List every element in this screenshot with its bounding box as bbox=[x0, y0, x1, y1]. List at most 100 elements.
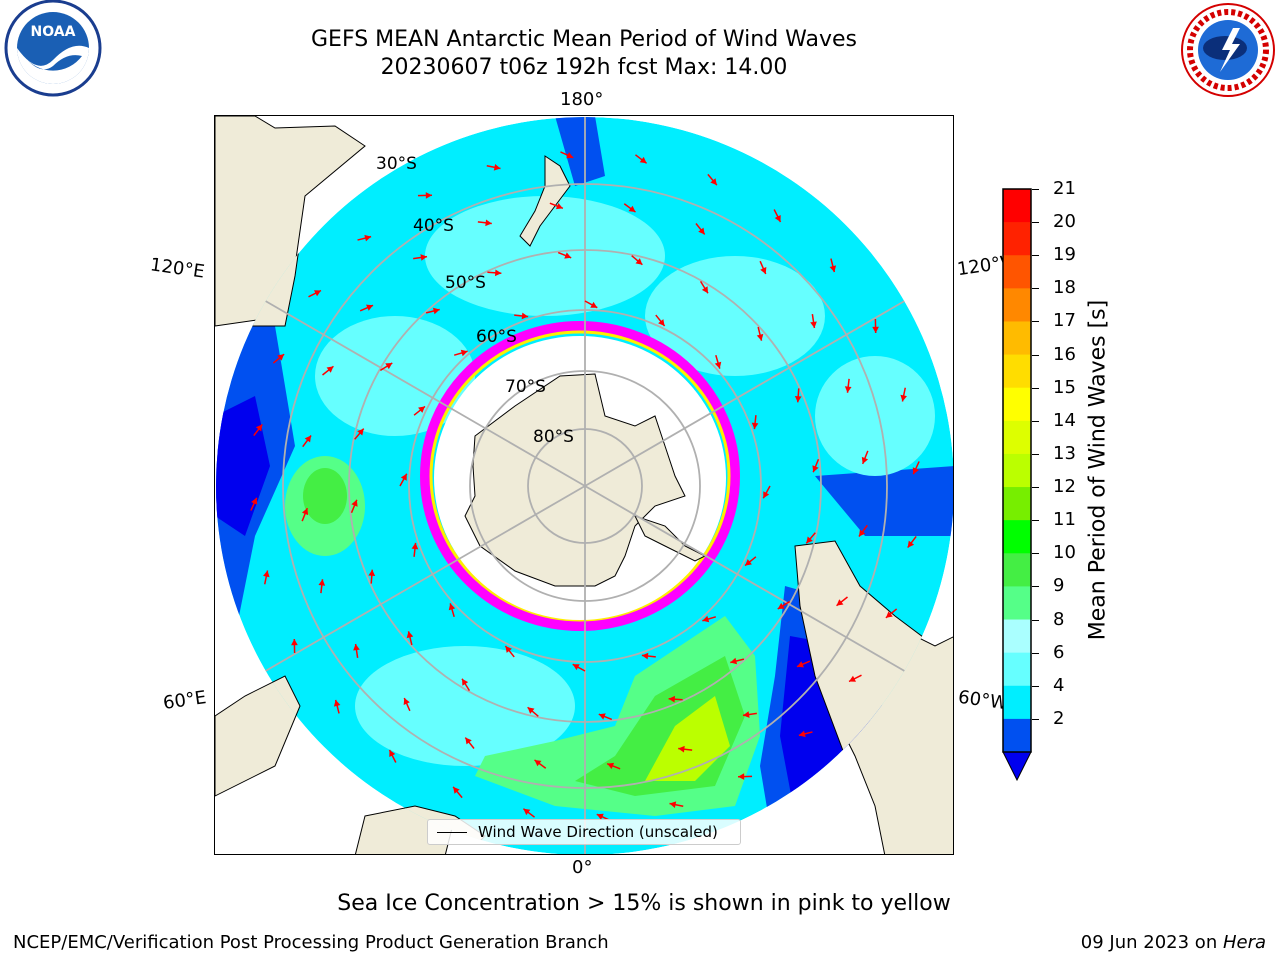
colorbar-block bbox=[1003, 420, 1031, 455]
wind-arrow-head bbox=[710, 178, 717, 186]
lat-label-60: 60°S bbox=[476, 327, 517, 347]
wind-arrow-head bbox=[418, 406, 425, 413]
map-legend: Wind Wave Direction (unscaled) bbox=[427, 819, 741, 845]
colorbar-block bbox=[1003, 685, 1031, 720]
wind-arrow-head bbox=[301, 508, 309, 516]
polar-map: 30°S 40°S 50°S 60°S 70°S 80°S bbox=[214, 115, 954, 855]
wind-arrow-head bbox=[304, 435, 312, 443]
colorbar-block bbox=[1003, 321, 1031, 356]
lon-label-180: 180° bbox=[560, 89, 604, 110]
wind-arrow-head bbox=[635, 258, 643, 265]
wind-arrow-head bbox=[353, 643, 360, 651]
colorbar-tick-label: 4 bbox=[1053, 674, 1065, 696]
colorbar-block bbox=[1003, 222, 1031, 256]
colorbar-tick bbox=[1032, 288, 1039, 290]
wind-arrow-head bbox=[255, 424, 263, 432]
wind-arrow-head bbox=[844, 386, 852, 393]
colorbar-tick-label: 16 bbox=[1053, 343, 1076, 365]
wind-arrow-head bbox=[849, 675, 857, 682]
colorbar-tick-label: 19 bbox=[1053, 244, 1076, 266]
colorbar-tick-label: 13 bbox=[1053, 442, 1076, 464]
wind-arrow-head bbox=[364, 234, 372, 242]
colorbar-tick-label: 11 bbox=[1053, 509, 1076, 531]
colorbar-block bbox=[1003, 652, 1031, 687]
colorbar-tick bbox=[1032, 387, 1039, 389]
colorbar-tick bbox=[1032, 321, 1039, 323]
wind-arrow-head bbox=[313, 290, 321, 297]
colorbar-tick bbox=[1032, 222, 1039, 224]
wind-arrow-head bbox=[403, 697, 410, 705]
colorbar-tick bbox=[1032, 652, 1039, 654]
wind-arrow-head bbox=[607, 762, 615, 770]
wind-arrow-head bbox=[714, 361, 722, 369]
wind-arrow-head bbox=[885, 611, 893, 618]
wind-arrow-head bbox=[796, 661, 804, 668]
wind-arrow-head bbox=[555, 202, 563, 210]
wind-arrow-head bbox=[907, 540, 915, 548]
wind-arrow-head bbox=[658, 319, 665, 326]
wind-arrow-head bbox=[678, 745, 685, 753]
wind-arrow-head bbox=[462, 678, 469, 686]
wind-arrow-head bbox=[798, 730, 806, 738]
wind-arrow-head bbox=[494, 269, 502, 277]
colorbar-block bbox=[1003, 288, 1031, 322]
wind-arrow-head bbox=[411, 542, 419, 550]
colorbar-tick-label: 14 bbox=[1053, 409, 1076, 431]
wind-arrow-head bbox=[460, 349, 468, 357]
colorbar-tick bbox=[1032, 255, 1039, 257]
colorbar-tick bbox=[1032, 487, 1039, 489]
colorbar-tick-label: 10 bbox=[1053, 542, 1076, 564]
wind-arrow-head bbox=[861, 456, 869, 464]
nws-logo bbox=[1181, 3, 1275, 97]
map-canvas: 30°S 40°S 50°S 60°S 70°S 80°S bbox=[215, 116, 953, 854]
colorbar-block bbox=[1003, 255, 1031, 289]
noaa-logo: NOAA bbox=[4, 0, 102, 97]
colorbar-tick-label: 6 bbox=[1053, 641, 1065, 663]
wind-arrow-head bbox=[702, 615, 710, 623]
date-text: 09 Jun 2023 on Hera bbox=[1081, 932, 1266, 953]
colorbar-tick bbox=[1032, 619, 1039, 621]
wind-arrow-head bbox=[777, 602, 785, 609]
wind-arrow-head bbox=[900, 394, 907, 402]
wind-arrow-head bbox=[326, 366, 334, 373]
colorbar-tick-label: 12 bbox=[1053, 476, 1076, 498]
wind-arrow-head bbox=[794, 395, 802, 403]
lat-label-30: 30°S bbox=[376, 154, 417, 174]
wind-arrow-head bbox=[812, 465, 819, 473]
wind-arrow-head bbox=[810, 321, 817, 329]
wind-arrow-head bbox=[598, 713, 606, 720]
wind-arrow-head bbox=[425, 192, 432, 199]
colorbar-tick-label: 2 bbox=[1053, 707, 1065, 729]
wind-arrow-head bbox=[493, 164, 501, 171]
wind-arrow-head bbox=[639, 156, 647, 164]
wind-arrow-head bbox=[453, 786, 460, 794]
wind-arrow-head bbox=[521, 312, 529, 320]
lat-label-40: 40°S bbox=[413, 216, 454, 236]
colorbar-tick bbox=[1032, 420, 1039, 422]
wind-arrow-head bbox=[836, 599, 844, 606]
machine-name: Hera bbox=[1222, 932, 1266, 953]
wind-arrow-head bbox=[291, 639, 298, 646]
wind-arrow-head bbox=[385, 363, 393, 370]
colorbar-tick bbox=[1032, 685, 1039, 687]
wind-arrow-head bbox=[730, 657, 738, 665]
colorbar-tick-label: 8 bbox=[1053, 608, 1065, 630]
wind-arrow-head bbox=[760, 267, 767, 275]
wind-arrow-head bbox=[742, 711, 750, 718]
wind-arrow-head bbox=[566, 152, 574, 159]
colorbar-tick-label: 21 bbox=[1053, 178, 1076, 199]
wind-arrow-head bbox=[763, 491, 770, 499]
wind-arrow-head bbox=[368, 569, 376, 577]
lat-label-70: 70°S bbox=[505, 377, 546, 397]
wind-arrow-head bbox=[534, 759, 542, 767]
wind-arrow-head bbox=[318, 579, 326, 586]
lon-label-120e: 120°E bbox=[148, 254, 206, 283]
graticule bbox=[216, 117, 953, 854]
wind-arrows bbox=[250, 151, 920, 821]
wind-arrow-head bbox=[465, 737, 472, 745]
wind-arrow-head bbox=[829, 265, 837, 273]
colorbar-under-arrow bbox=[1002, 751, 1032, 782]
wind-arrow-head bbox=[523, 808, 531, 816]
wind-arrow-head bbox=[420, 254, 428, 261]
svg-text:NOAA: NOAA bbox=[31, 24, 76, 40]
